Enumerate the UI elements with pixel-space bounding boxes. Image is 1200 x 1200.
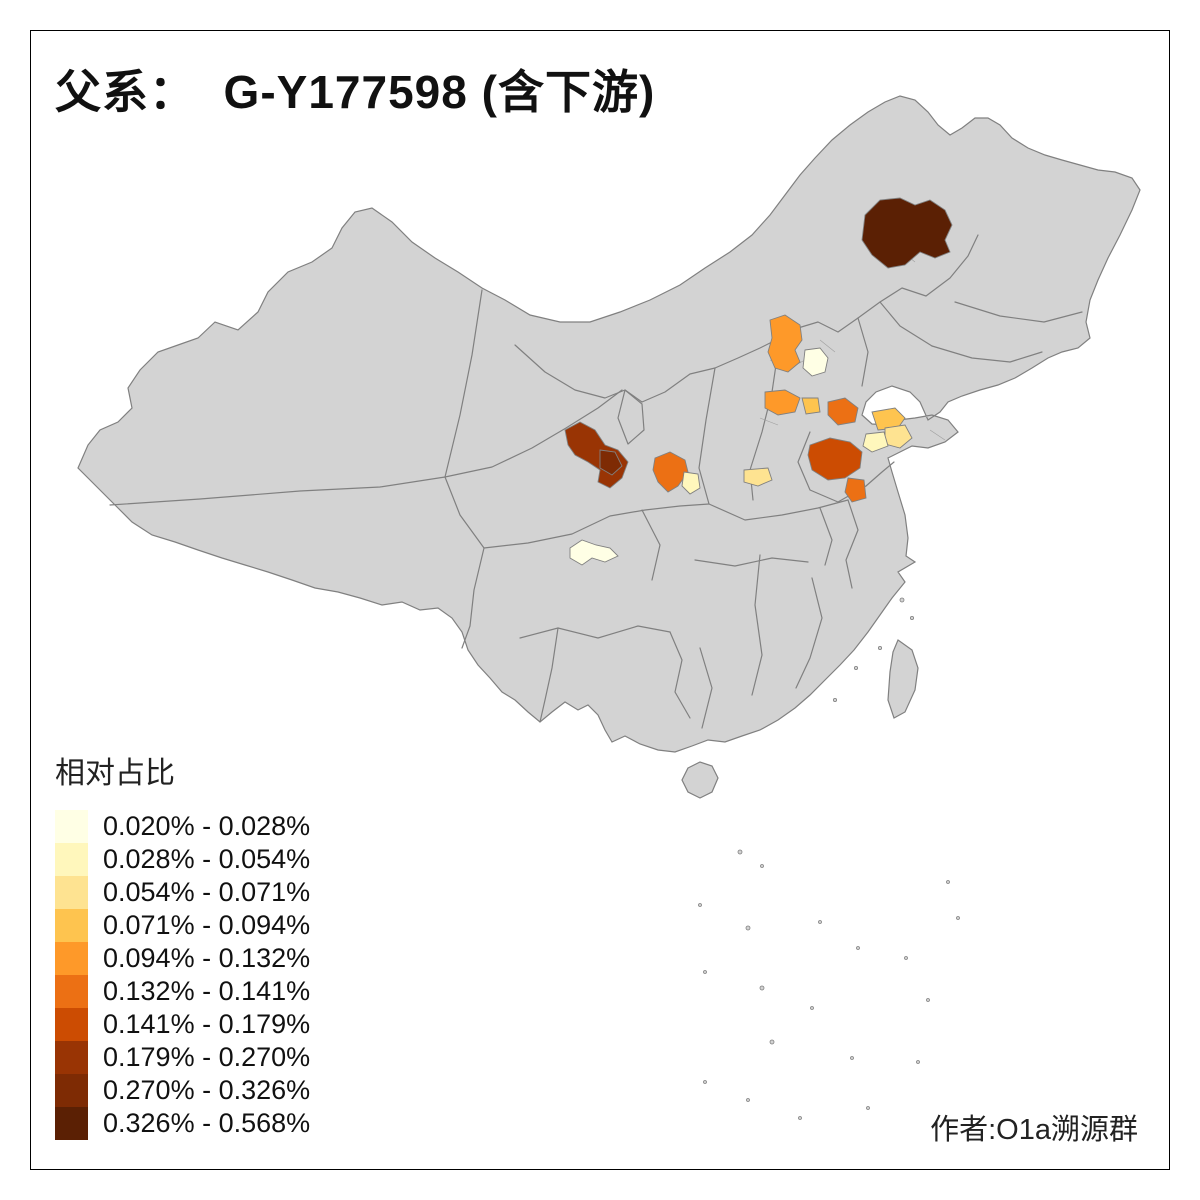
legend-swatch bbox=[55, 909, 88, 942]
legend-label: 0.270% - 0.326% bbox=[103, 1075, 311, 1105]
region-shandong-peninsula-yellow bbox=[871, 407, 906, 431]
legend-swatch bbox=[55, 876, 88, 909]
hainan-island bbox=[681, 761, 719, 799]
legend-label: 0.179% - 0.270% bbox=[103, 1042, 311, 1072]
legend-swatch bbox=[55, 843, 88, 876]
region-shandong-south-orange bbox=[844, 477, 867, 503]
taiwan-island bbox=[887, 639, 919, 719]
region-shaanxi-orange bbox=[652, 451, 689, 493]
legend-label: 0.094% - 0.132% bbox=[103, 943, 311, 973]
legend-item: 0.020% - 0.028% bbox=[55, 810, 310, 843]
region-shaanxi-east-pale bbox=[681, 471, 701, 495]
region-gansu-core bbox=[599, 449, 623, 476]
region-northeast-dark bbox=[861, 197, 953, 269]
south-china-sea-islands bbox=[698, 597, 960, 1120]
legend-item: 0.028% - 0.054% bbox=[55, 843, 310, 876]
legend-item: 0.071% - 0.094% bbox=[55, 909, 310, 942]
legend-label: 0.028% - 0.054% bbox=[103, 844, 311, 874]
legend-item: 0.132% - 0.141% bbox=[55, 975, 310, 1008]
region-hebei-east-light bbox=[801, 397, 821, 415]
region-beijing-pale bbox=[802, 347, 829, 377]
legend-label: 0.020% - 0.028% bbox=[103, 811, 311, 841]
legend-item: 0.141% - 0.179% bbox=[55, 1008, 310, 1041]
legend-item: 0.326% - 0.568% bbox=[55, 1107, 310, 1140]
legend-swatch bbox=[55, 1074, 88, 1107]
legend-swatch bbox=[55, 1041, 88, 1074]
region-hebei-west-orange bbox=[764, 389, 801, 416]
legend-label: 0.071% - 0.094% bbox=[103, 910, 311, 940]
legend-label: 0.132% - 0.141% bbox=[103, 976, 311, 1006]
legend-title: 相对占比 bbox=[55, 757, 175, 790]
landmass bbox=[77, 95, 1141, 799]
region-shandong-peninsula-pale bbox=[862, 431, 889, 453]
legend-item: 0.054% - 0.071% bbox=[55, 876, 310, 909]
region-north-hebei-upper bbox=[767, 314, 803, 373]
author-credit: 作者:O1a溯源群 bbox=[930, 1114, 1138, 1146]
legend-label: 0.326% - 0.568% bbox=[103, 1108, 311, 1138]
legend-item: 0.094% - 0.132% bbox=[55, 942, 310, 975]
legend-label: 0.141% - 0.179% bbox=[103, 1009, 311, 1039]
legend-swatch bbox=[55, 810, 88, 843]
region-shanxi-pale bbox=[743, 467, 773, 487]
legend-swatch bbox=[55, 975, 88, 1008]
highlight-regions bbox=[564, 197, 953, 566]
legend-swatch bbox=[55, 1107, 88, 1140]
region-shandong-central-dark bbox=[807, 437, 863, 481]
legend-item: 0.179% - 0.270% bbox=[55, 1041, 310, 1074]
legend-swatch bbox=[55, 942, 88, 975]
province-borders bbox=[109, 234, 1083, 729]
legend: 相对占比 0.020% - 0.028% 0.028% - 0.054% 0.0… bbox=[55, 748, 310, 1140]
legend-item: 0.270% - 0.326% bbox=[55, 1074, 310, 1107]
legend-swatch bbox=[55, 1008, 88, 1041]
legend-label: 0.054% - 0.071% bbox=[103, 877, 311, 907]
region-hebei-south-deep bbox=[827, 397, 859, 426]
page-title: 父系： G-Y177598 (含下游) bbox=[55, 66, 656, 118]
region-sichuan-pale bbox=[569, 539, 619, 566]
mainland-shape bbox=[77, 95, 1141, 753]
